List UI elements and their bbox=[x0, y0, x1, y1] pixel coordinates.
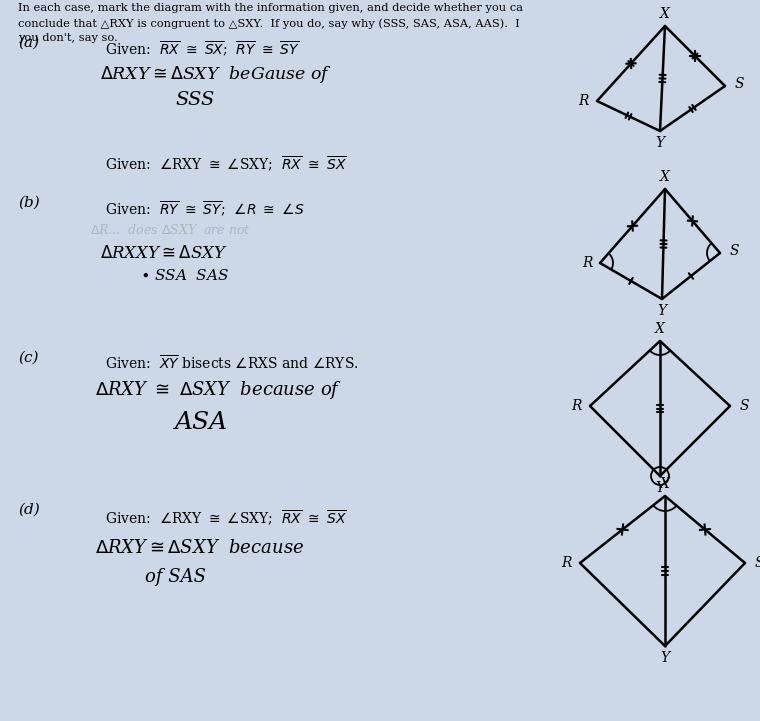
Text: R: R bbox=[571, 399, 581, 413]
Text: S: S bbox=[730, 244, 739, 258]
Text: (a): (a) bbox=[18, 36, 39, 50]
Text: (d): (d) bbox=[18, 503, 40, 517]
Text: conclude that △RXY is congruent to △SXY.  If you do, say why (SSS, SAS, ASA, AAS: conclude that △RXY is congruent to △SXY.… bbox=[18, 18, 520, 29]
Text: $\Delta$RXY $\cong$ $\Delta$SXY  because of: $\Delta$RXY $\cong$ $\Delta$SXY because … bbox=[95, 379, 342, 401]
Text: (b): (b) bbox=[18, 196, 40, 210]
Text: SSS: SSS bbox=[175, 91, 214, 109]
Text: Given:  $\angle$RXY $\cong$ $\angle$SXY;  $\overline{RX}$ $\cong$ $\overline{SX}: Given: $\angle$RXY $\cong$ $\angle$SXY; … bbox=[105, 508, 347, 527]
Text: $\Delta$RXXY$\cong$$\Delta$SXY: $\Delta$RXXY$\cong$$\Delta$SXY bbox=[100, 245, 228, 262]
Text: $\bullet$ SSA  SAS: $\bullet$ SSA SAS bbox=[140, 268, 230, 283]
Text: (c): (c) bbox=[18, 351, 39, 365]
Text: Given:  $\overline{RX}$ $\cong$ $\overline{SX}$;  $\overline{RY}$ $\cong$ $\over: Given: $\overline{RX}$ $\cong$ $\overlin… bbox=[105, 39, 300, 58]
Text: Y: Y bbox=[655, 481, 664, 495]
Text: Given:  $\overline{RY}$ $\cong$ $\overline{SY}$;  $\angle R$ $\cong$ $\angle S$: Given: $\overline{RY}$ $\cong$ $\overlin… bbox=[105, 199, 305, 218]
Text: $\Delta$RXY$\cong$$\Delta$SXY  beGause of: $\Delta$RXY$\cong$$\Delta$SXY beGause of bbox=[100, 64, 332, 85]
Text: Y: Y bbox=[655, 136, 664, 150]
Text: X: X bbox=[660, 170, 670, 184]
Text: you don't, say so.: you don't, say so. bbox=[18, 33, 118, 43]
Text: Given:  $\overline{XY}$ bisects $\angle$RXS and $\angle$RYS.: Given: $\overline{XY}$ bisects $\angle$R… bbox=[105, 354, 359, 372]
Text: S: S bbox=[754, 556, 760, 570]
Text: Y: Y bbox=[657, 304, 667, 318]
Text: S: S bbox=[734, 77, 744, 91]
Text: Given:  $\angle$RXY $\cong$ $\angle$SXY;  $\overline{RX}$ $\cong$ $\overline{SX}: Given: $\angle$RXY $\cong$ $\angle$SXY; … bbox=[105, 154, 347, 173]
Text: $\Delta$RXY$\cong$$\Delta$SXY  because: $\Delta$RXY$\cong$$\Delta$SXY because bbox=[95, 539, 304, 557]
Text: X: X bbox=[660, 477, 670, 491]
Text: S: S bbox=[739, 399, 749, 413]
Text: $\Delta$R...  does $\Delta$SXY  are not: $\Delta$R... does $\Delta$SXY are not bbox=[90, 223, 251, 237]
Text: R: R bbox=[561, 556, 572, 570]
Text: In each case, mark the diagram with the information given, and decide whether yo: In each case, mark the diagram with the … bbox=[18, 3, 523, 13]
Text: ASA: ASA bbox=[175, 411, 228, 434]
Text: X: X bbox=[660, 7, 670, 21]
Text: R: R bbox=[578, 94, 588, 108]
Text: X: X bbox=[655, 322, 665, 336]
Text: Y: Y bbox=[660, 651, 670, 665]
Text: of SAS: of SAS bbox=[145, 568, 206, 586]
Text: R: R bbox=[581, 256, 592, 270]
